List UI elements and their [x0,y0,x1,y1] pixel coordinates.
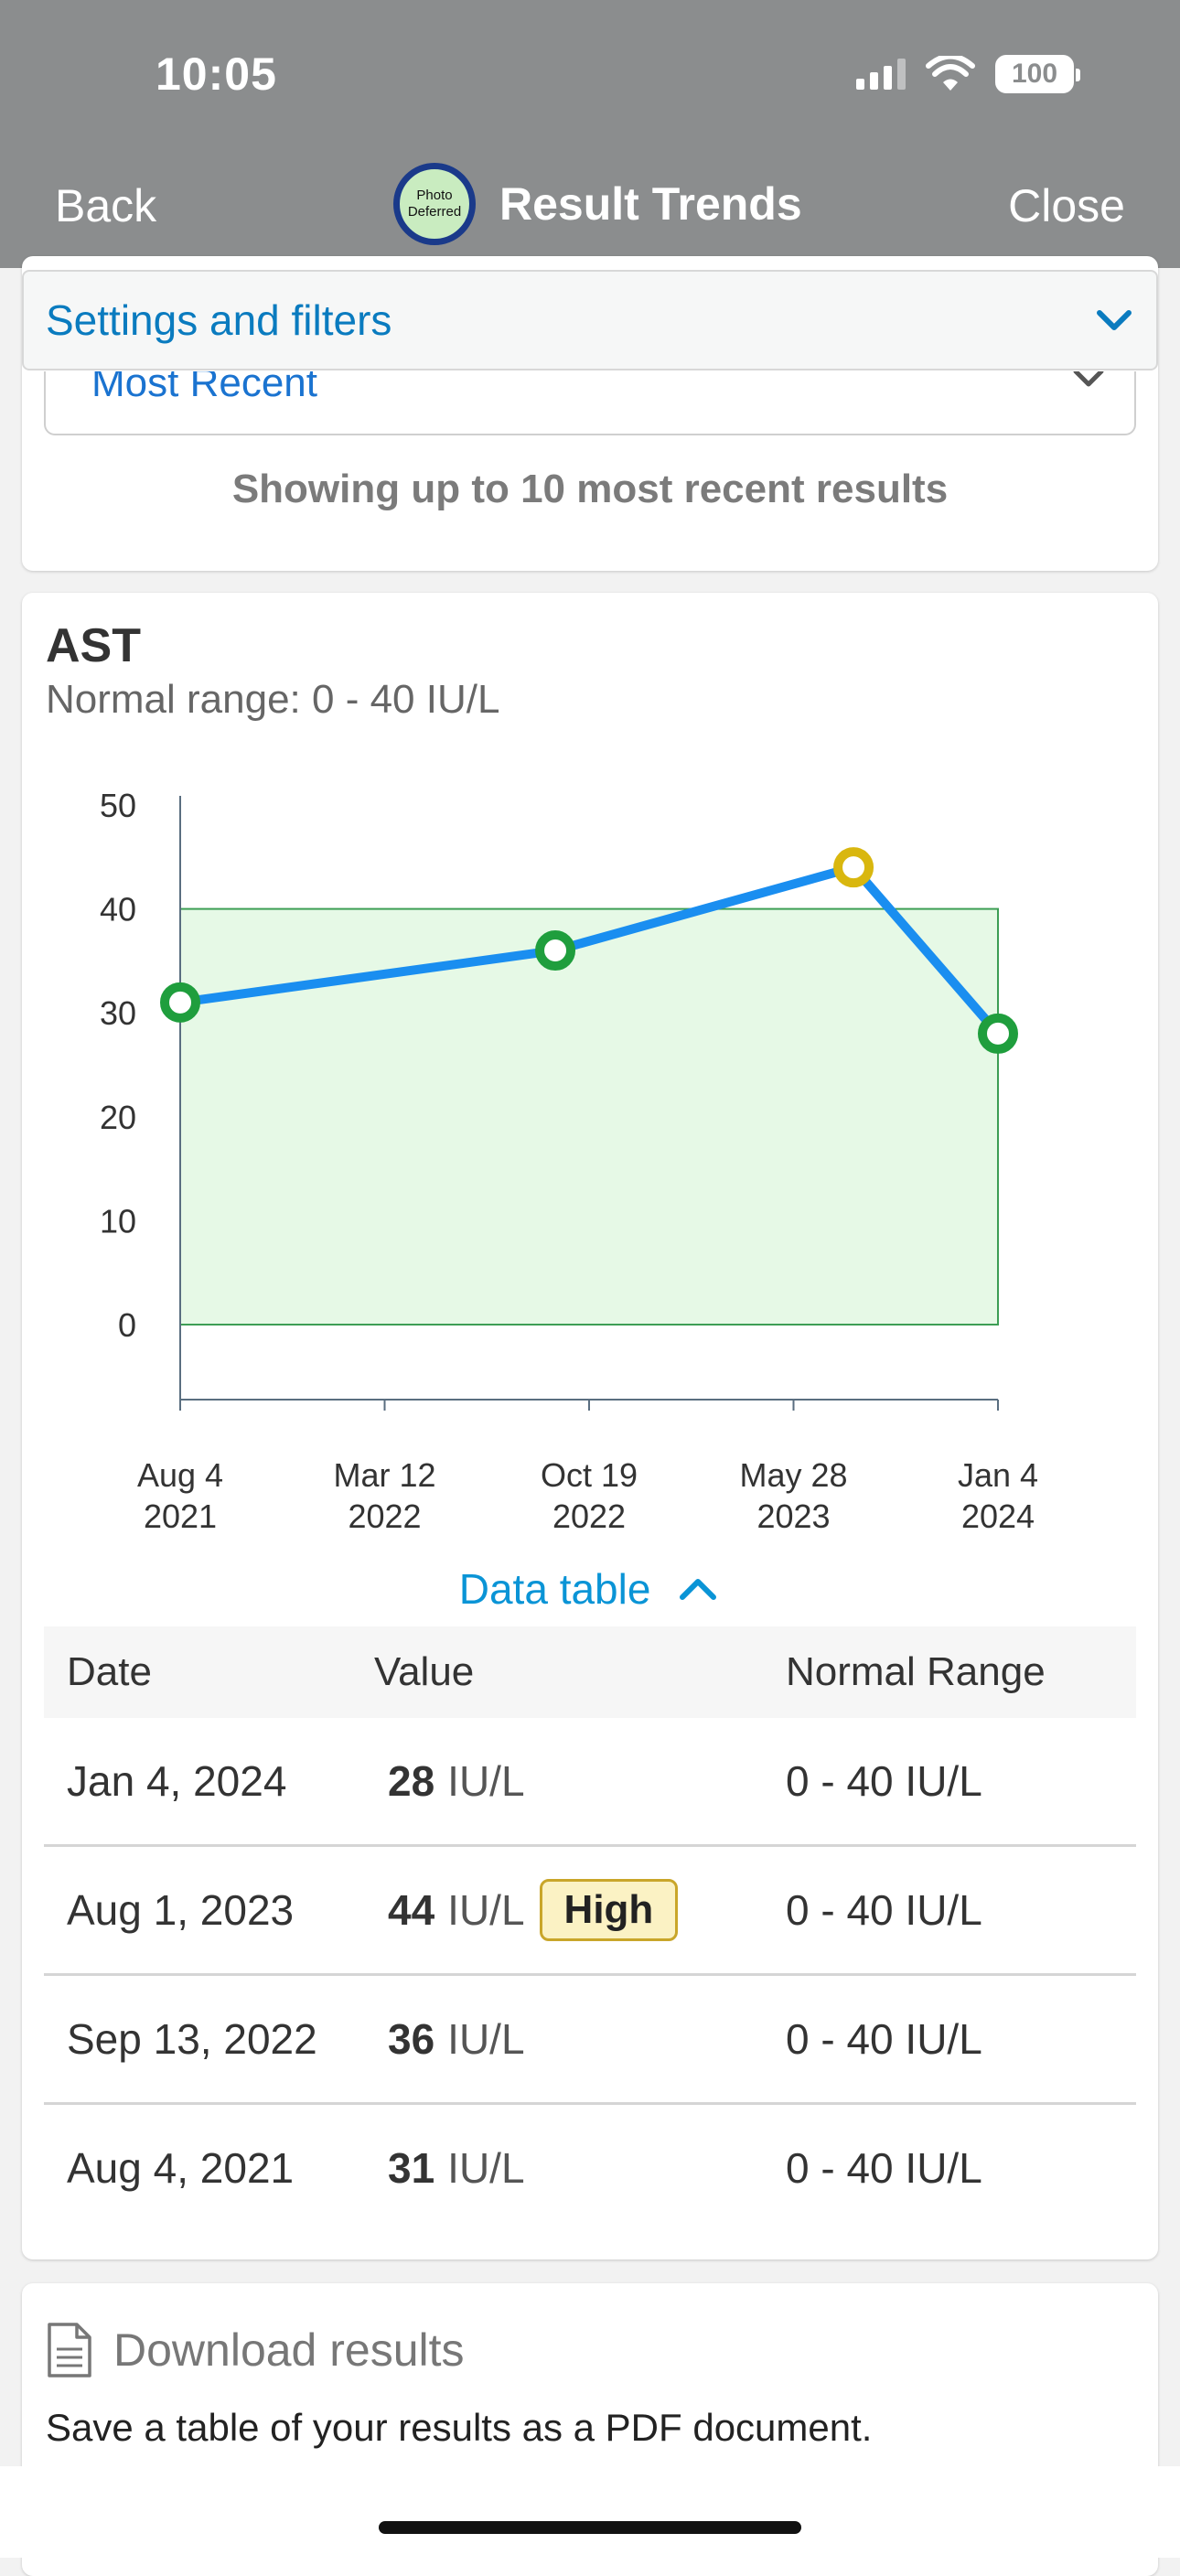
value-unit: IU/L [447,2015,525,2063]
close-button[interactable]: Close [1008,180,1125,231]
cellular-signal-icon [856,59,906,90]
value-unit: IU/L [447,1757,525,1805]
series-line [176,863,1003,1038]
row-normal-range: 0 - 40 IU/L [786,1886,982,1934]
y-tick-label: 0 [118,1306,136,1344]
header-date: Date [67,1649,152,1694]
settings-card: Most Recent Settings and filters Showing… [22,256,1158,571]
download-title: Download results [113,2324,465,2376]
value-number: 31 [388,2144,435,2192]
table-row: Aug 4, 2021 31 IU/L 0 - 40 IU/L [44,2105,1136,2231]
sort-select-value: Most Recent [91,371,317,405]
x-tick-label: May 28 [739,1456,847,1494]
x-tick-label: 2022 [348,1497,421,1535]
value-number: 44 [388,1886,435,1934]
value-unit: IU/L [447,2144,525,2192]
data-point [535,930,576,971]
avatar: Photo Deferred [393,163,476,245]
x-tick-label: Oct 19 [541,1456,638,1494]
download-results-link[interactable]: Download results [46,2322,465,2378]
nav-title-group: Photo Deferred Result Trends [393,163,802,245]
data-point-high [833,847,874,888]
row-value: 36 IU/L [374,2014,786,2064]
document-icon [48,2323,91,2377]
y-tick-label: 30 [100,994,136,1032]
download-description: Save a table of your results as a PDF do… [46,2406,873,2449]
data-point [160,982,200,1023]
page-title: Result Trends [499,178,802,230]
value-unit: IU/L [447,1886,525,1934]
data-table: Date Value Normal Range Jan 4, 2024 28 I… [44,1626,1136,2231]
result-card: AST Normal range: 0 - 40 IU/L 50 40 30 20 10… [22,593,1158,2259]
row-normal-range: 0 - 40 IU/L [786,2144,982,2192]
table-row: Sep 13, 2022 36 IU/L 0 - 40 IU/L [44,1976,1136,2105]
chevron-up-icon [680,1578,717,1600]
table-row: Aug 1, 2023 44 IU/L High 0 - 40 IU/L [44,1847,1136,1976]
y-tick-label: 10 [100,1202,136,1240]
x-tick-label: Aug 4 [137,1456,223,1494]
row-date: Sep 13, 2022 [67,2015,317,2063]
back-button[interactable]: Back [55,180,157,231]
high-flag-badge: High [539,1879,679,1941]
header-normal-range: Normal Range [786,1649,1046,1694]
row-normal-range: 0 - 40 IU/L [786,1757,982,1805]
x-tick-label: Mar 12 [333,1456,435,1494]
results-count-note: Showing up to 10 most recent results [231,467,949,511]
top-bar: 10:05 100 Back Photo Deferred Result Tre… [0,0,1180,268]
y-tick-label: 50 [100,787,136,824]
avatar-text-line1: Photo [416,188,453,203]
chevron-down-icon [1097,310,1132,330]
row-date: Aug 1, 2023 [67,1886,295,1934]
x-tick-label: 2023 [756,1497,830,1535]
normal-range-band [179,907,999,1326]
header-value: Value [374,1649,475,1694]
data-table-toggle[interactable]: Data table [22,1561,1158,1614]
data-point [978,1013,1018,1054]
x-tick-label: 2024 [961,1497,1035,1535]
settings-and-filters-toggle[interactable]: Settings and filters [22,270,1158,370]
x-tick-label: Jan 4 [958,1456,1038,1494]
value-number: 28 [388,1757,435,1805]
test-name: AST [46,619,141,672]
row-normal-range: 0 - 40 IU/L [786,2015,982,2063]
row-date: Jan 4, 2024 [67,1757,287,1805]
wifi-icon [926,56,975,91]
avatar-text-line2: Deferred [407,204,462,220]
x-tick-label: 2022 [552,1497,626,1535]
row-value: 44 IU/L High [374,1879,786,1941]
sort-select[interactable]: Most Recent [44,371,1136,435]
home-indicator[interactable] [379,2521,801,2534]
row-value: 28 IU/L [374,1756,786,1806]
table-header: Date Value Normal Range [44,1626,1136,1718]
row-value: 31 IU/L [374,2143,786,2193]
home-area [0,2466,1180,2558]
settings-header-label: Settings and filters [46,296,392,344]
row-date: Aug 4, 2021 [67,2144,295,2192]
battery-icon: 100 [995,55,1080,93]
x-tick-label: 2021 [144,1497,217,1535]
normal-range-text: Normal range: 0 - 40 IU/L [46,677,500,722]
status-time: 10:05 [156,48,277,100]
y-tick-label: 40 [100,891,136,928]
chevron-down-icon [1073,371,1104,387]
value-number: 36 [388,2015,435,2063]
status-icons: 100 [856,55,1080,93]
table-row: Jan 4, 2024 28 IU/L 0 - 40 IU/L [44,1718,1136,1847]
data-table-toggle-label: Data table [458,1564,651,1613]
y-tick-label: 20 [100,1099,136,1136]
